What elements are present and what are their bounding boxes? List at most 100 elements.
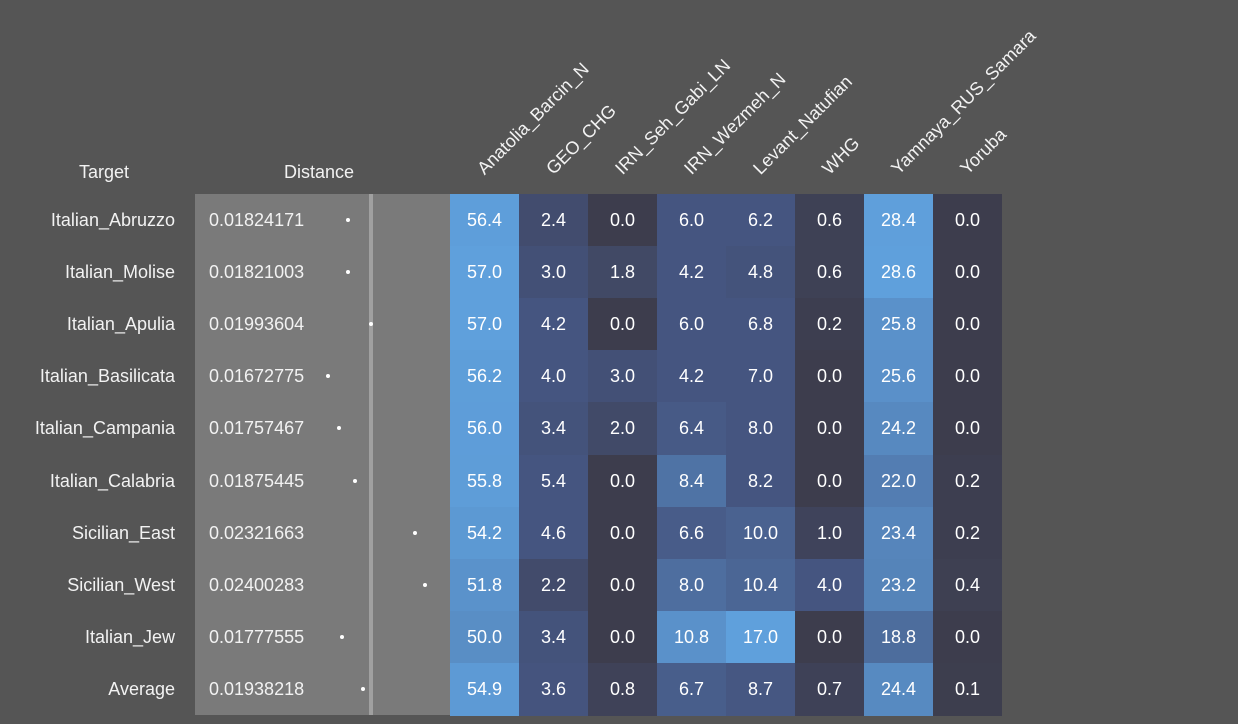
row-label: Italian_Apulia [66,314,175,335]
heatmap-cell: 1.8 [588,246,657,300]
heatmap-cell: 0.0 [795,454,864,508]
heatmap-cell: 0.8 [588,662,657,716]
heatmap-cell: 56.2 [450,350,519,404]
heatmap-cell: 0.2 [795,298,864,352]
heatmap-cell: 28.4 [864,194,933,247]
heatmap-cell: 8.0 [657,558,726,612]
distance-dot [423,582,428,587]
heatmap-cell: 1.0 [795,506,864,560]
heatmap-cell: 24.4 [864,662,933,716]
distance-dot [352,478,357,483]
heatmap-cell: 0.0 [933,246,1002,300]
heatmap-cell: 22.0 [864,454,933,508]
heatmap-cell: 0.0 [795,402,864,456]
distance-value: 0.01824171 [209,210,305,230]
heatmap-cell: 4.2 [657,246,726,300]
heatmap-cell: 0.6 [795,246,864,300]
distance-value: 0.01777555 [209,626,305,647]
row-label: Italian_Calabria [49,470,175,491]
distance-dot [337,426,342,431]
heatmap-cell: 6.8 [726,298,795,352]
heatmap-cell: 3.4 [519,610,588,664]
heatmap-cell: 23.4 [864,506,933,560]
heatmap-cell: 28.6 [864,246,933,300]
heatmap-cell: 5.4 [519,454,588,508]
heatmap-cell: 10.4 [726,558,795,612]
heatmap-cell: 50.0 [450,610,519,664]
distance-value: 0.01757467 [209,418,305,439]
heatmap-cell: 56.0 [450,402,519,456]
distance-dot [361,686,366,691]
row-label: Average [108,678,175,699]
distance-header: Distance [284,162,355,182]
heatmap-cell: 0.7 [795,662,864,716]
distance-value: 0.01672775 [209,366,305,387]
row-label: Italian_Campania [34,418,175,439]
heatmap-cell: 0.0 [588,506,657,560]
heatmap-cell: 0.1 [933,662,1002,716]
distance-value: 0.01938218 [209,678,305,699]
heatmap-cell: 7.0 [726,350,795,404]
heatmap-cell: 3.0 [519,246,588,300]
heatmap-cell: 6.7 [657,662,726,716]
heatmap-cell: 4.8 [726,246,795,300]
heatmap-cell: 57.0 [450,298,519,352]
column-header: Yoruba [956,124,1011,179]
row-label: Sicilian_West [67,574,175,595]
heatmap-cell: 4.6 [519,506,588,560]
distance-value: 0.02321663 [209,522,305,543]
heatmap-cell: 54.9 [450,662,519,716]
heatmap-cell: 10.0 [726,506,795,560]
distance-average-line [369,194,373,715]
heatmap-cell: 3.6 [519,662,588,716]
heatmap-cell: 8.0 [726,402,795,456]
heatmap-cell: 0.0 [795,350,864,404]
heatmap-cell: 3.4 [519,402,588,456]
heatmap-cell: 10.8 [657,610,726,664]
distance-dot [346,218,351,222]
row-label: Italian_Molise [64,262,175,283]
heatmap-cell: 4.0 [519,350,588,404]
heatmap-cell: 0.0 [588,194,657,247]
distance-dot [368,322,373,327]
heatmap-cell: 6.4 [657,402,726,456]
row-label: Italian_Abruzzo [50,210,175,230]
heatmap-cell: 17.0 [726,610,795,664]
heatmap-cell: 0.0 [588,558,657,612]
heatmap-cell: 57.0 [450,246,519,300]
heatmap-cell: 8.4 [657,454,726,508]
heatmap-cell: 0.0 [933,610,1002,664]
heatmap-cell: 23.2 [864,558,933,612]
column-header: WHG [818,133,864,179]
heatmap-cell: 18.8 [864,610,933,664]
distance-value: 0.01875445 [209,470,305,491]
row-label: Sicilian_East [71,522,175,543]
heatmap-cell: 6.2 [726,194,795,247]
heatmap-cell: 0.2 [933,506,1002,560]
distance-dot [325,374,330,379]
distance-value: 0.02400283 [209,574,305,595]
heatmap-cell: 2.0 [588,402,657,456]
heatmap-cell: 0.0 [933,194,1002,247]
heatmap-cell: 4.2 [657,350,726,404]
distance-dot [345,270,350,275]
heatmap-cell: 6.0 [657,194,726,247]
heatmap-cell: 2.2 [519,558,588,612]
heatmap-cell: 0.0 [795,610,864,664]
column-header: Anatolia_Barcin_N [473,58,593,179]
column-header: IRN_Seh_Gabi_LN [611,55,735,179]
heatmap-cell: 25.6 [864,350,933,404]
heatmap-cell: 56.4 [450,194,519,247]
heatmap-cell: 0.2 [933,454,1002,508]
distance-value: 0.01821003 [209,262,305,283]
heatmap-cell: 25.8 [864,298,933,352]
heatmap-cell: 55.8 [450,454,519,508]
heatmap-cell: 0.0 [933,402,1002,456]
heatmap-cell: 0.4 [933,558,1002,612]
heatmap-cell: 0.0 [588,298,657,352]
heatmap-cell: 4.2 [519,298,588,352]
heatmap-cell: 6.0 [657,298,726,352]
heatmap-cell: 0.6 [795,194,864,247]
heatmap-cell: 6.6 [657,506,726,560]
row-label: Italian_Basilicata [39,366,175,387]
